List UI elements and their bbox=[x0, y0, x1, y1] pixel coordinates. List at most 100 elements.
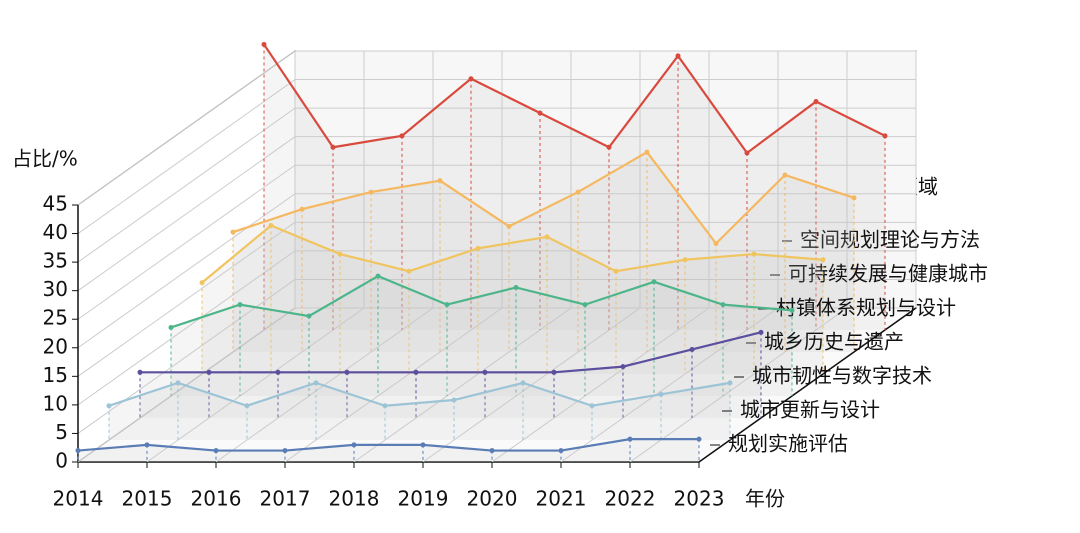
legend-label: 可持续发展与健康城市 bbox=[788, 262, 988, 286]
y-tick-label: 40 bbox=[43, 220, 68, 244]
point bbox=[368, 189, 374, 195]
point bbox=[375, 273, 381, 279]
grid-line bbox=[629, 307, 848, 463]
legend-label: 城市更新与设计 bbox=[740, 398, 880, 422]
point bbox=[506, 223, 512, 229]
grid-line bbox=[77, 79, 296, 234]
point bbox=[137, 369, 143, 375]
point bbox=[696, 436, 702, 442]
legend-label: 空间规划理论与方法 bbox=[800, 228, 980, 252]
point bbox=[299, 206, 305, 212]
point bbox=[537, 110, 543, 116]
point bbox=[282, 448, 288, 454]
x-tick-label: 2023 bbox=[674, 487, 725, 511]
point bbox=[751, 251, 757, 257]
point bbox=[589, 403, 595, 409]
point bbox=[337, 251, 343, 257]
legend-label: 规划实施评估 bbox=[728, 432, 848, 456]
grid-line bbox=[77, 164, 296, 320]
series-line bbox=[77, 438, 699, 452]
point bbox=[644, 149, 650, 155]
x-tick-label: 2022 bbox=[605, 487, 656, 511]
y-tick-label: 45 bbox=[43, 192, 68, 216]
point bbox=[199, 280, 205, 286]
point bbox=[558, 448, 564, 454]
point bbox=[658, 391, 664, 397]
legend-label: 城乡历史与遗产 bbox=[764, 330, 904, 354]
point bbox=[399, 133, 405, 139]
point bbox=[489, 448, 495, 454]
point bbox=[344, 369, 350, 375]
point bbox=[720, 302, 726, 308]
x-tick-label: 2017 bbox=[260, 487, 311, 511]
point bbox=[313, 380, 319, 386]
point bbox=[351, 442, 357, 448]
series-line bbox=[108, 381, 731, 407]
series-line bbox=[263, 43, 886, 155]
point bbox=[513, 284, 519, 290]
x-tick-label: 2021 bbox=[536, 487, 587, 511]
point bbox=[175, 380, 181, 386]
grid-line bbox=[560, 307, 779, 463]
point bbox=[613, 268, 619, 274]
point bbox=[620, 364, 626, 370]
point bbox=[306, 313, 312, 319]
point bbox=[744, 150, 750, 156]
y-tick-label: 5 bbox=[55, 420, 68, 444]
point bbox=[782, 172, 788, 178]
point bbox=[727, 380, 733, 386]
grid-line bbox=[77, 279, 296, 434]
grid-line bbox=[77, 50, 296, 206]
grid-line bbox=[77, 136, 296, 292]
y-tick-label: 10 bbox=[43, 391, 68, 415]
grid-line bbox=[77, 107, 296, 263]
legend-label: 城市韧性与数字技术 bbox=[752, 364, 932, 388]
point bbox=[851, 195, 857, 201]
y-tick-label: 0 bbox=[55, 449, 68, 473]
point bbox=[206, 369, 212, 375]
point bbox=[713, 240, 719, 246]
x-tick-label: 2019 bbox=[398, 487, 449, 511]
point bbox=[406, 268, 412, 274]
x-tick-label: 2016 bbox=[191, 487, 242, 511]
x-tick-label: 2014 bbox=[53, 487, 104, 511]
point bbox=[451, 397, 457, 403]
series-line bbox=[232, 150, 855, 246]
area-fill bbox=[109, 382, 730, 440]
point bbox=[268, 223, 274, 229]
grid-line bbox=[146, 307, 365, 463]
grid-line bbox=[77, 221, 296, 377]
x-tick-label: 2018 bbox=[329, 487, 380, 511]
y-tick-label: 30 bbox=[43, 277, 68, 301]
series-line bbox=[140, 331, 762, 374]
area-fill bbox=[78, 439, 699, 462]
point bbox=[444, 302, 450, 308]
point bbox=[230, 229, 236, 235]
y-tick-label: 15 bbox=[43, 363, 68, 387]
point bbox=[330, 144, 336, 150]
point bbox=[820, 257, 826, 263]
point bbox=[475, 245, 481, 251]
point bbox=[551, 369, 557, 375]
grid-line bbox=[77, 250, 296, 406]
grid-line bbox=[284, 307, 503, 463]
point bbox=[627, 436, 633, 442]
grid-line bbox=[353, 307, 572, 463]
point bbox=[437, 178, 443, 184]
y-axis-label: 占比/% bbox=[12, 147, 78, 171]
point bbox=[413, 369, 419, 375]
grid-line bbox=[77, 193, 296, 349]
point bbox=[882, 133, 888, 139]
point bbox=[689, 346, 695, 352]
point bbox=[789, 307, 795, 313]
y-tick-label: 20 bbox=[43, 334, 68, 358]
point bbox=[244, 403, 250, 409]
area-fill bbox=[264, 44, 885, 330]
point bbox=[675, 53, 681, 59]
point bbox=[213, 448, 219, 454]
depth-axis bbox=[698, 307, 917, 463]
point bbox=[106, 403, 112, 409]
point bbox=[261, 41, 267, 47]
point bbox=[758, 329, 764, 335]
